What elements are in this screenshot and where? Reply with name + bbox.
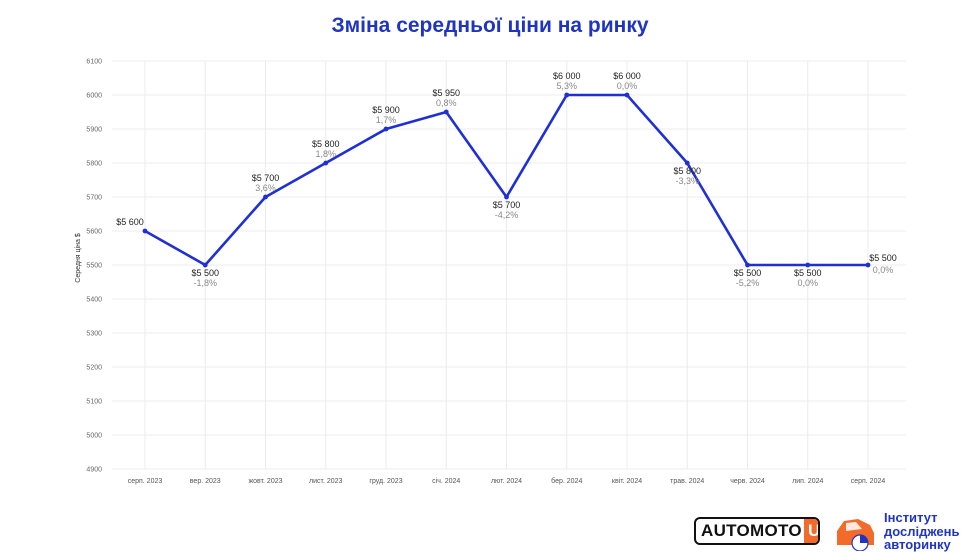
- x-tick-label: черв. 2024: [730, 478, 765, 485]
- x-tick-label: лист. 2023: [309, 478, 342, 485]
- data-point-layer: [142, 92, 871, 268]
- y-axis: 4900 5000 5100 5200 5300 5400 5500 5600 5700 5800…: [86, 59, 102, 474]
- chart-title: Зміна середньої ціни на ринку: [331, 14, 649, 37]
- data-value-label: $5 800: [312, 139, 340, 149]
- automoto-logo-text: AUTOMOTO: [701, 521, 802, 540]
- data-value-label: $5 500: [734, 268, 762, 278]
- data-point: [684, 160, 690, 166]
- data-value-label: $5 950: [432, 88, 460, 98]
- institute-line-3: авторинку: [884, 537, 951, 552]
- institute-line-1: Інститут: [884, 510, 938, 525]
- y-tick-label: 6100: [86, 59, 102, 66]
- data-value-label: $6 000: [613, 71, 641, 81]
- data-change-label: 0,8%: [436, 98, 457, 108]
- x-tick-label: груд. 2023: [369, 478, 402, 485]
- y-axis-label: Середня ціна $: [74, 233, 82, 283]
- data-change-label: 0,0%: [797, 278, 818, 288]
- data-point: [142, 228, 148, 234]
- data-change-label: 5,3%: [556, 81, 577, 91]
- institute-logo: Інститут досліджень авторинку: [834, 509, 976, 553]
- data-change-label: -4,2%: [495, 210, 519, 220]
- data-point: [263, 194, 268, 200]
- y-tick-label: 5000: [86, 433, 102, 440]
- x-tick-label: трав. 2024: [670, 478, 704, 485]
- data-value-label: $5 700: [493, 200, 521, 210]
- data-point: [865, 262, 871, 268]
- data-value-label: $5 600: [116, 217, 144, 227]
- institute-logo-text: Інститут досліджень авторинку: [884, 511, 960, 552]
- data-value-label: $5 500: [869, 253, 897, 263]
- data-change-label: 0,0%: [617, 81, 638, 91]
- data-value-label: $6 000: [553, 71, 581, 81]
- y-tick-label: 6000: [86, 93, 102, 100]
- data-point: [323, 160, 329, 166]
- y-tick-label: 5600: [86, 229, 102, 236]
- y-tick-label: 5700: [86, 195, 102, 202]
- car-chart-icon: [837, 519, 874, 551]
- institute-line-2: досліджень: [884, 523, 960, 539]
- automoto-logo-ua: UA: [803, 519, 818, 543]
- y-tick-label: 5400: [86, 297, 102, 304]
- x-tick-label: лют. 2024: [491, 478, 522, 485]
- data-point: [383, 126, 389, 132]
- data-value-label: $5 500: [794, 268, 822, 278]
- data-change-label: 3,6%: [255, 183, 276, 193]
- data-change-label: -1,8%: [193, 278, 217, 288]
- data-value-label: $5 500: [191, 268, 219, 278]
- x-tick-label: вер. 2023: [190, 478, 221, 485]
- data-point: [504, 194, 509, 200]
- x-tick-label: серп. 2024: [851, 478, 886, 485]
- line-chart: 4900 5000 5100 5200 5300 5400 5500 5600 5700 5800…: [74, 59, 906, 485]
- data-point: [624, 92, 630, 98]
- y-tick-label: 5200: [86, 365, 102, 372]
- x-tick-label: бер. 2024: [551, 477, 582, 485]
- data-point: [564, 92, 570, 98]
- data-change-label: -3,3%: [675, 176, 699, 186]
- y-tick-label: 5300: [86, 331, 102, 338]
- data-point: [745, 262, 750, 268]
- x-tick-label: лип. 2024: [792, 478, 823, 485]
- x-axis: серп. 2023 вер. 2023 жовт. 2023 лист. 2023 г…: [128, 477, 886, 485]
- y-tick-label: 5100: [86, 399, 102, 406]
- y-tick-label: 5500: [86, 263, 102, 270]
- data-value-label: $5 700: [252, 173, 280, 183]
- x-tick-label: жовт. 2023: [248, 478, 282, 485]
- x-tick-label: квіт. 2024: [612, 477, 642, 485]
- data-change-label: 1,7%: [376, 115, 397, 125]
- data-value-label: $5 800: [673, 166, 701, 176]
- x-tick-label: серп. 2023: [128, 478, 163, 485]
- data-value-label: $5 900: [372, 105, 400, 115]
- data-point: [202, 262, 208, 268]
- y-tick-label: 5800: [86, 161, 102, 168]
- y-tick-label: 5900: [86, 127, 102, 134]
- data-change-label: 1,8%: [315, 149, 336, 159]
- x-tick-label: січ. 2024: [432, 477, 460, 485]
- data-change-label: -5,2%: [736, 278, 760, 288]
- automoto-ua-logo: AUTOMOTO UA: [694, 517, 820, 545]
- grid-layer: [112, 60, 906, 470]
- y-tick-label: 4900: [86, 467, 102, 474]
- data-point: [443, 109, 449, 115]
- data-change-label: 0,0%: [873, 265, 894, 275]
- data-point: [805, 262, 811, 268]
